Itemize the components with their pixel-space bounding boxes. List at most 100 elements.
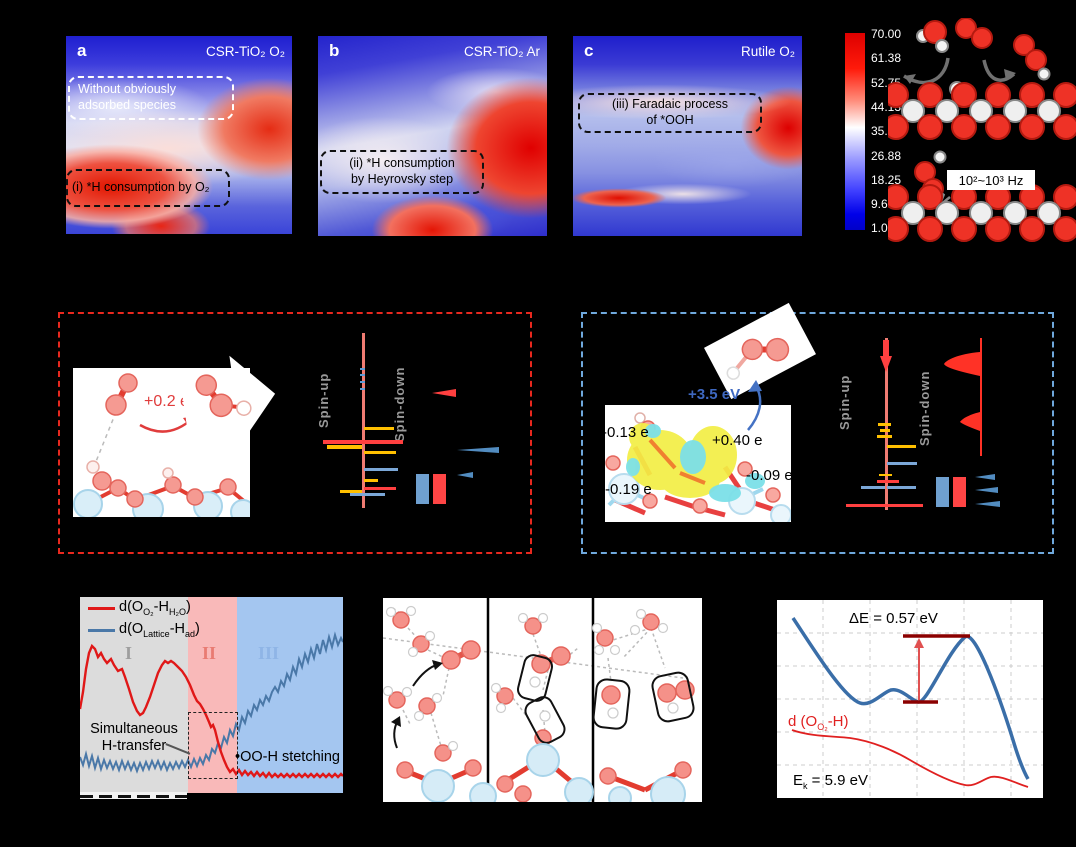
annotation-line: of *OOH: [646, 113, 694, 127]
curve-red: [80, 643, 343, 779]
water-molecule: [629, 608, 669, 636]
titanium-atom: [770, 504, 791, 522]
desorption-arrow: [747, 380, 762, 431]
axis-spike: [883, 340, 889, 356]
dos-peak: [879, 474, 892, 476]
stretching-note: •OO-H stetching: [235, 749, 340, 765]
energy-plot: ΔE = 0.57 eV d (OO₂-H) Ek = 5.9 eV: [777, 600, 1043, 798]
dos-peak: [887, 445, 916, 448]
legend-line-red: [88, 607, 115, 610]
fermi-marker: [360, 368, 365, 370]
bonds-through-isosurface: [648, 438, 706, 485]
dos-peak: [887, 462, 917, 465]
dos-peak: [340, 490, 362, 493]
panel-b-label: b: [329, 41, 340, 60]
reaction-arrows: [903, 57, 1016, 85]
arrowhead-left: [904, 74, 916, 84]
highlight-box: [517, 654, 553, 702]
dos-peak: [327, 445, 362, 449]
barrier-arrowhead: [914, 638, 924, 648]
panel-a-title: CSR-TiO₂ O₂: [206, 44, 285, 59]
dos-peak: [364, 468, 398, 471]
legend-entry-blue: d(OLattice-Had): [119, 621, 200, 639]
h-bonds: [383, 607, 684, 747]
fermi-marker: [360, 374, 365, 376]
boxed-hydroxyl: [592, 678, 631, 730]
charge-label: -0.19 e: [605, 481, 652, 498]
dos-peak: [877, 435, 892, 438]
dos-arrow-blue: [457, 447, 499, 453]
ooh-molecule: [726, 337, 790, 380]
arrowhead: [391, 716, 401, 727]
energy-curves: [777, 600, 1043, 798]
heatmap-panel-a: a CSR-TiO₂ O₂ Without obviously adsorbed…: [66, 36, 292, 234]
dos-peak: [880, 429, 890, 432]
molecular-dos-red: [944, 338, 982, 456]
legend-line-blue: [88, 629, 115, 632]
oxygen-atom: [765, 487, 781, 503]
h-transfer-note: Simultaneous H-transfer: [90, 721, 178, 754]
dos-peak: [350, 493, 385, 496]
legend-bar-blue: [416, 474, 429, 504]
oxygen-molecule: [531, 646, 571, 674]
annotation-line: (ii) *H consumption: [349, 156, 455, 171]
hydroperoxyl-molecule: [1013, 34, 1051, 81]
dos-peak: [877, 480, 899, 483]
legend-bar-blue: [936, 477, 949, 507]
surface-atoms: [396, 743, 692, 802]
region-label-1: I: [125, 643, 133, 663]
panel-a-label: a: [77, 41, 87, 60]
colorbar: [845, 33, 865, 230]
hydrogen-atom: [529, 676, 541, 688]
dos-peak: [364, 479, 378, 482]
panel-b-title: CSR-TiO₂ Ar: [464, 44, 540, 59]
panel-a-annotation-species: Without obviously adsorbed species: [68, 76, 234, 120]
dos-peak: [364, 487, 396, 490]
hydrogen-atom: [539, 710, 551, 722]
charge-isosurface-cyan: [626, 424, 765, 502]
legend-entry-red: d(OO₂-HH₂O): [119, 599, 191, 617]
spin-up-label-right: Spin-up: [837, 374, 852, 430]
oxygen-atom: [605, 455, 621, 471]
oxygen-molecule: [105, 373, 138, 416]
md-curves: [80, 631, 343, 779]
panel-c-annotation: (iii) Faradaic process of *OOH: [578, 93, 762, 133]
x-axis-ticks: [80, 795, 187, 798]
dos-peak: [846, 504, 923, 507]
panel-c-label: c: [584, 41, 594, 60]
titanium-atom: [608, 473, 640, 505]
desorbed-ooh-box: [704, 302, 816, 400]
water-cluster: [591, 622, 621, 656]
annotation-line: (iii) Faradaic process: [611, 97, 728, 112]
dos-peak: [878, 423, 891, 426]
heatmap-panel-c: c Rutile O₂ (iii) Faradaic process of *O…: [573, 36, 802, 236]
md-plot: d(OO₂-HH₂O) d(OLattice-Had) I II III Sim…: [80, 597, 343, 793]
boxed-oxygen-molecule: [651, 671, 695, 723]
arrowhead-right: [1004, 69, 1016, 81]
water-molecule: [517, 612, 549, 635]
oxygen-atom: [642, 493, 658, 509]
water-molecule: [490, 682, 514, 714]
dos-peak: [861, 486, 885, 489]
dos-peak: [323, 440, 403, 444]
panel-c-title: Rutile O₂: [740, 44, 795, 59]
colorbar-tick: 70.00: [871, 27, 902, 41]
arrowhead: [432, 660, 443, 670]
colorbar-tick: 18.25: [871, 173, 902, 187]
colorbar-tick: 26.88: [871, 149, 902, 163]
annotation-line: Without obviously: [78, 82, 176, 97]
oxygen-molecule: [955, 18, 993, 49]
transfer-dashed-box: [188, 712, 238, 779]
charge-label: +0.40 e: [712, 432, 763, 449]
charge-label: -0.13 e: [602, 424, 649, 441]
legend-bar-red: [953, 477, 966, 507]
water-molecule: [916, 20, 949, 53]
oxygen-molecule: [441, 640, 481, 670]
csr-structure-image: [73, 368, 250, 517]
dos-peak: [364, 451, 396, 454]
surface-cluster: [73, 460, 250, 517]
region-label-3: III: [258, 643, 280, 663]
spin-up-label-left: Spin-up: [316, 372, 331, 428]
region-band-3: [237, 597, 343, 793]
region-label-2: II: [202, 643, 217, 663]
